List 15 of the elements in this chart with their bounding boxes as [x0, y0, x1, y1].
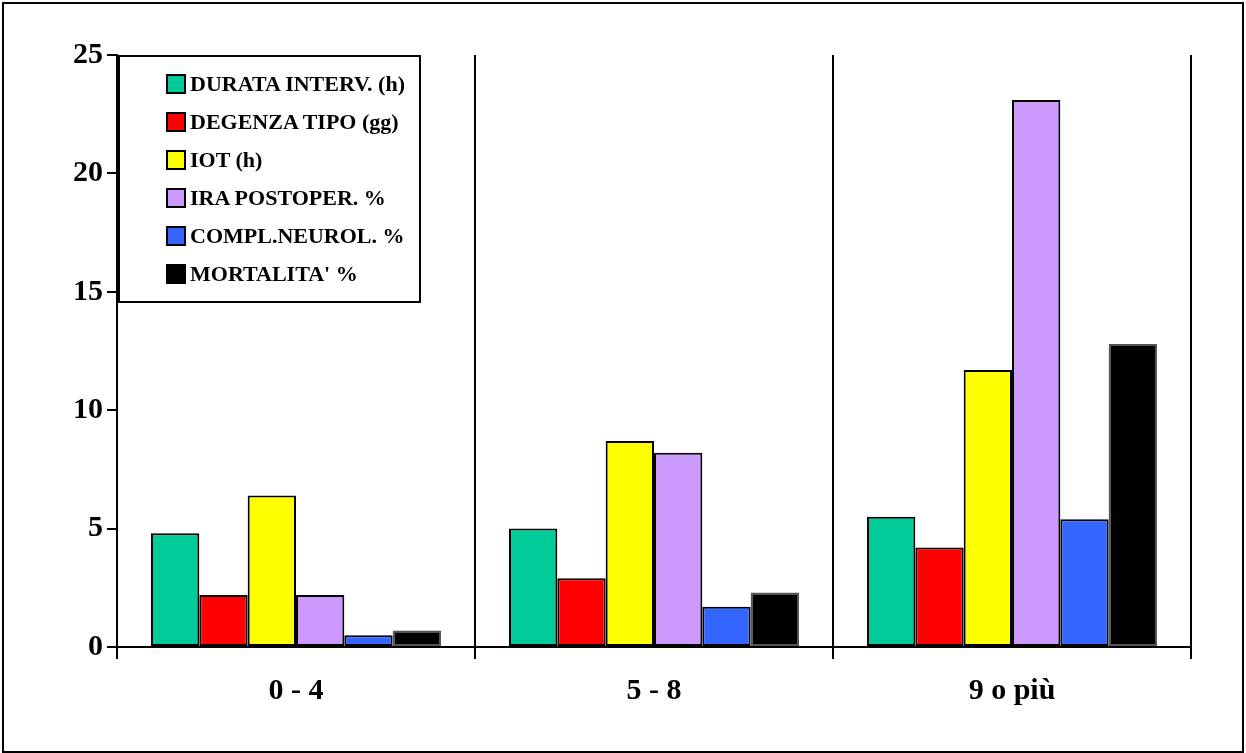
x-tick-label: 9 o più	[968, 671, 1056, 705]
legend-label: IOT (h)	[190, 147, 263, 173]
legend-label: MORTALITA' %	[190, 261, 358, 287]
y-tick-label: 10	[73, 390, 103, 424]
y-tick-label: 0	[88, 627, 103, 661]
legend-label: IRA POSTOPER. %	[190, 185, 386, 211]
y-tick-label: 20	[73, 154, 103, 188]
x-tick-label: 5 - 8	[626, 671, 682, 705]
legend-label: COMPL.NEUROL. %	[190, 223, 405, 249]
y-tick-label: 15	[73, 272, 103, 306]
y-tick-label: 25	[73, 35, 103, 69]
legend-label: DURATA INTERV. (h)	[190, 71, 405, 97]
legend-label: DEGENZA TIPO (gg)	[190, 109, 399, 135]
y-tick-label: 5	[88, 509, 103, 543]
x-tick-label: 0 - 4	[268, 671, 324, 705]
